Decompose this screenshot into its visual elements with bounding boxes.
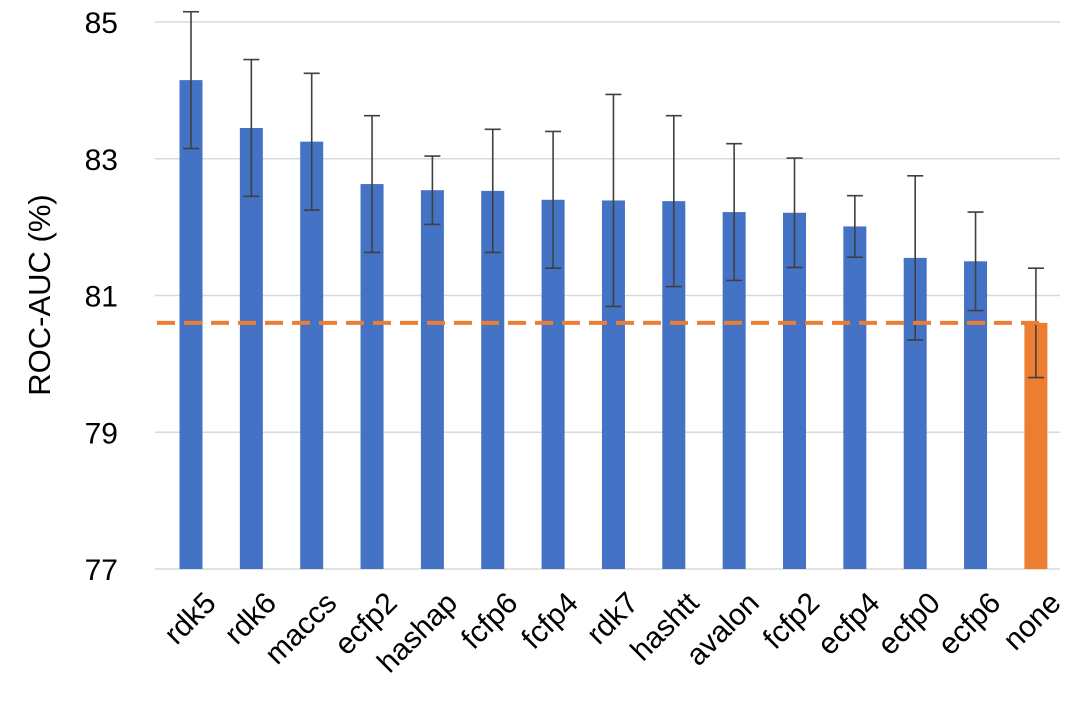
error-bar-rdk7 <box>605 93 622 308</box>
error-bar-rdk5 <box>183 10 199 150</box>
x-tick-label-fcfp2: fcfp2 <box>757 586 826 655</box>
error-bar-fcfp6 <box>484 128 501 254</box>
x-tick-label-fcfp6: fcfp6 <box>455 586 524 655</box>
bar-hashap <box>420 190 444 569</box>
bar-rdk6 <box>239 127 263 569</box>
error-bar-maccs <box>303 72 320 211</box>
y-tick-label: 77 <box>85 554 118 587</box>
bar-fcfp4 <box>541 199 565 569</box>
bar-avalon <box>722 212 746 569</box>
x-tick-label-ecfp6: ecfp6 <box>932 586 1007 661</box>
bar-hashtt <box>662 201 686 569</box>
x-tick-label-ecfp4: ecfp4 <box>811 586 886 661</box>
bar-fcfp6 <box>481 190 505 570</box>
x-tick-label-rdk5: rdk5 <box>158 586 223 651</box>
x-tick-label-fcfp4: fcfp4 <box>515 586 584 655</box>
bar-rdk7 <box>601 200 625 570</box>
error-bar-fcfp2 <box>786 157 803 269</box>
y-tick-label: 79 <box>85 417 118 450</box>
y-tick-labels: 77 79 81 83 85 <box>85 7 118 587</box>
error-bar-hashap <box>424 155 441 226</box>
bar-none <box>1024 322 1048 569</box>
y-tick-label: 85 <box>85 7 118 40</box>
error-bar-hashtt <box>665 114 682 288</box>
error-bar-avalon <box>726 142 743 282</box>
bar-ecfp6 <box>964 261 988 569</box>
error-bar-ecfp2 <box>364 114 381 254</box>
bar-maccs <box>300 141 324 569</box>
x-tick-label-ecfp0: ecfp0 <box>872 586 947 661</box>
bar-fcfp2 <box>783 212 806 570</box>
bar-ecfp0 <box>903 257 927 569</box>
bar-ecfp4 <box>843 226 867 569</box>
x-tick-labels: rdk5rdk6maccsecfp2hashapfcfp6fcfp4rdk7ha… <box>158 586 1068 679</box>
error-bar-ecfp4 <box>846 194 863 259</box>
y-tick-label: 83 <box>85 144 118 177</box>
y-axis-label: ROC-AUC (%) <box>22 194 57 396</box>
error-bar-ecfp0 <box>907 175 924 341</box>
bar-ecfp2 <box>360 184 384 569</box>
y-tick-label: 81 <box>85 281 118 314</box>
error-bar-rdk6 <box>243 58 260 198</box>
x-tick-label-none: none <box>997 586 1068 657</box>
error-bar-ecfp6 <box>967 211 984 312</box>
error-bar-fcfp4 <box>545 130 562 269</box>
